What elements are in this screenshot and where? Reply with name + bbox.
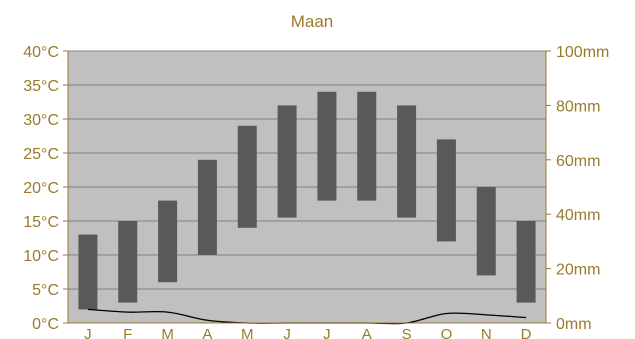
temp-range-bar xyxy=(436,139,456,242)
y2-tick-label: 100mm xyxy=(556,44,609,61)
temp-range-bar xyxy=(476,187,496,276)
x-tick-label: A xyxy=(202,326,212,339)
y2-tick-label: 60mm xyxy=(556,153,600,170)
x-tick-label: J xyxy=(84,326,92,339)
temp-range-bar xyxy=(317,91,337,201)
y-axis-temperature: 0°C 5°C 10°C 15°C 20°C 25°C 30°C 35°C 40°C xyxy=(23,44,69,333)
y2-tick-label: 0mm xyxy=(556,316,592,333)
y2-tick-label: 20mm xyxy=(556,262,600,279)
x-tick-label: J xyxy=(283,326,291,339)
y-tick-label: 5°C xyxy=(32,282,59,299)
x-tick-label: J xyxy=(323,326,331,339)
y-tick-label: 25°C xyxy=(23,146,59,163)
y-tick-label: 35°C xyxy=(23,78,59,95)
y-tick-label: 20°C xyxy=(23,180,59,197)
x-tick-label: M xyxy=(161,326,174,339)
grid-lines xyxy=(68,84,546,290)
x-tick-label: D xyxy=(521,326,532,339)
temp-range-bar xyxy=(516,221,536,303)
y2-tick-label: 80mm xyxy=(556,98,600,115)
x-tick-label: F xyxy=(123,326,132,339)
temp-range-bar xyxy=(158,200,178,283)
x-tick-label: O xyxy=(441,326,453,339)
temp-range-bar xyxy=(118,221,138,303)
y-axis-precipitation: 0mm 20mm 40mm 60mm 80mm 100mm xyxy=(68,44,609,333)
temp-range-bar xyxy=(397,105,417,218)
x-tick-label: A xyxy=(362,326,372,339)
temp-range-bar xyxy=(277,105,297,218)
temp-range-bar xyxy=(357,91,377,201)
x-tick-label: M xyxy=(241,326,254,339)
y2-tick-label: 40mm xyxy=(556,207,600,224)
x-tick-label: S xyxy=(402,326,412,339)
y-tick-label: 0°C xyxy=(32,316,59,333)
chart-title: Maan xyxy=(291,12,334,31)
temp-range-bar xyxy=(197,159,217,255)
y-tick-label: 10°C xyxy=(23,248,59,265)
y-tick-label: 15°C xyxy=(23,214,59,231)
x-tick-label: N xyxy=(481,326,492,339)
y-tick-label: 40°C xyxy=(23,44,59,61)
temp-range-bar xyxy=(78,234,98,310)
temp-range-bar xyxy=(237,125,257,228)
y-tick-label: 30°C xyxy=(23,112,59,129)
temperature-bars xyxy=(78,91,536,310)
